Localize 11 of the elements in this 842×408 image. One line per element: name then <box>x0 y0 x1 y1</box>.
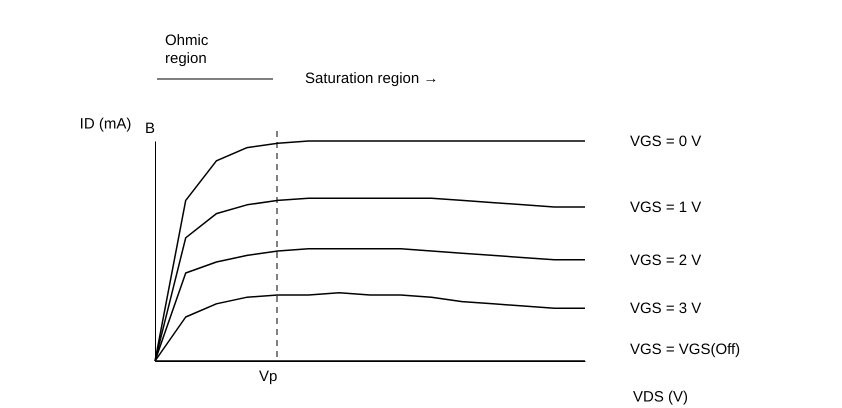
y-axis-title: ID (mA) <box>80 116 132 132</box>
text: VGS = VGS(Off) <box>630 341 740 358</box>
text: VGS = 2 V <box>630 252 702 269</box>
text: Vp <box>259 368 278 385</box>
text: B <box>145 120 156 137</box>
text: VGS = 3 V <box>630 300 702 318</box>
text: VGS = 0 V <box>630 133 702 150</box>
x-axis-title: VDS (V) <box>632 388 688 406</box>
text: VGS = 1 V <box>630 199 702 216</box>
text: Saturation region → <box>305 70 438 87</box>
text: Ohmic region <box>165 32 209 67</box>
